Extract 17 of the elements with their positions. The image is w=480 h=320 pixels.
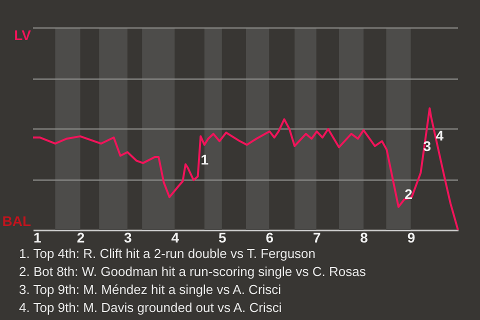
- x-tick-label: 2: [76, 230, 85, 246]
- x-tick-label: 4: [171, 230, 180, 246]
- x-tick-label: 7: [312, 230, 321, 246]
- text: LV: [14, 27, 32, 43]
- x-tick-label: 3: [124, 230, 132, 246]
- text: 4. Top 9th: M. Davis grounded out vs A. Crisci: [19, 300, 282, 315]
- x-tick-label: 8: [360, 230, 368, 246]
- annotation: 1: [200, 151, 209, 168]
- annotation: 4: [436, 127, 444, 144]
- x-tick-label: 1: [34, 230, 42, 246]
- text: BAL: [2, 213, 32, 229]
- x-tick-label: 5: [218, 230, 226, 246]
- text: 3. Top 9th: M. Méndez hit a single vs A. Crisci: [19, 282, 282, 297]
- x-tick-label: 9: [407, 230, 416, 246]
- text: 1. Top 4th: R. Clift hit a 2-run double vs T. Ferguson: [19, 246, 316, 261]
- x-tick-label: 6: [266, 230, 274, 246]
- text: 2. Bot 8th: W. Goodman hit a run-scoring single vs C. Rosas: [19, 264, 366, 279]
